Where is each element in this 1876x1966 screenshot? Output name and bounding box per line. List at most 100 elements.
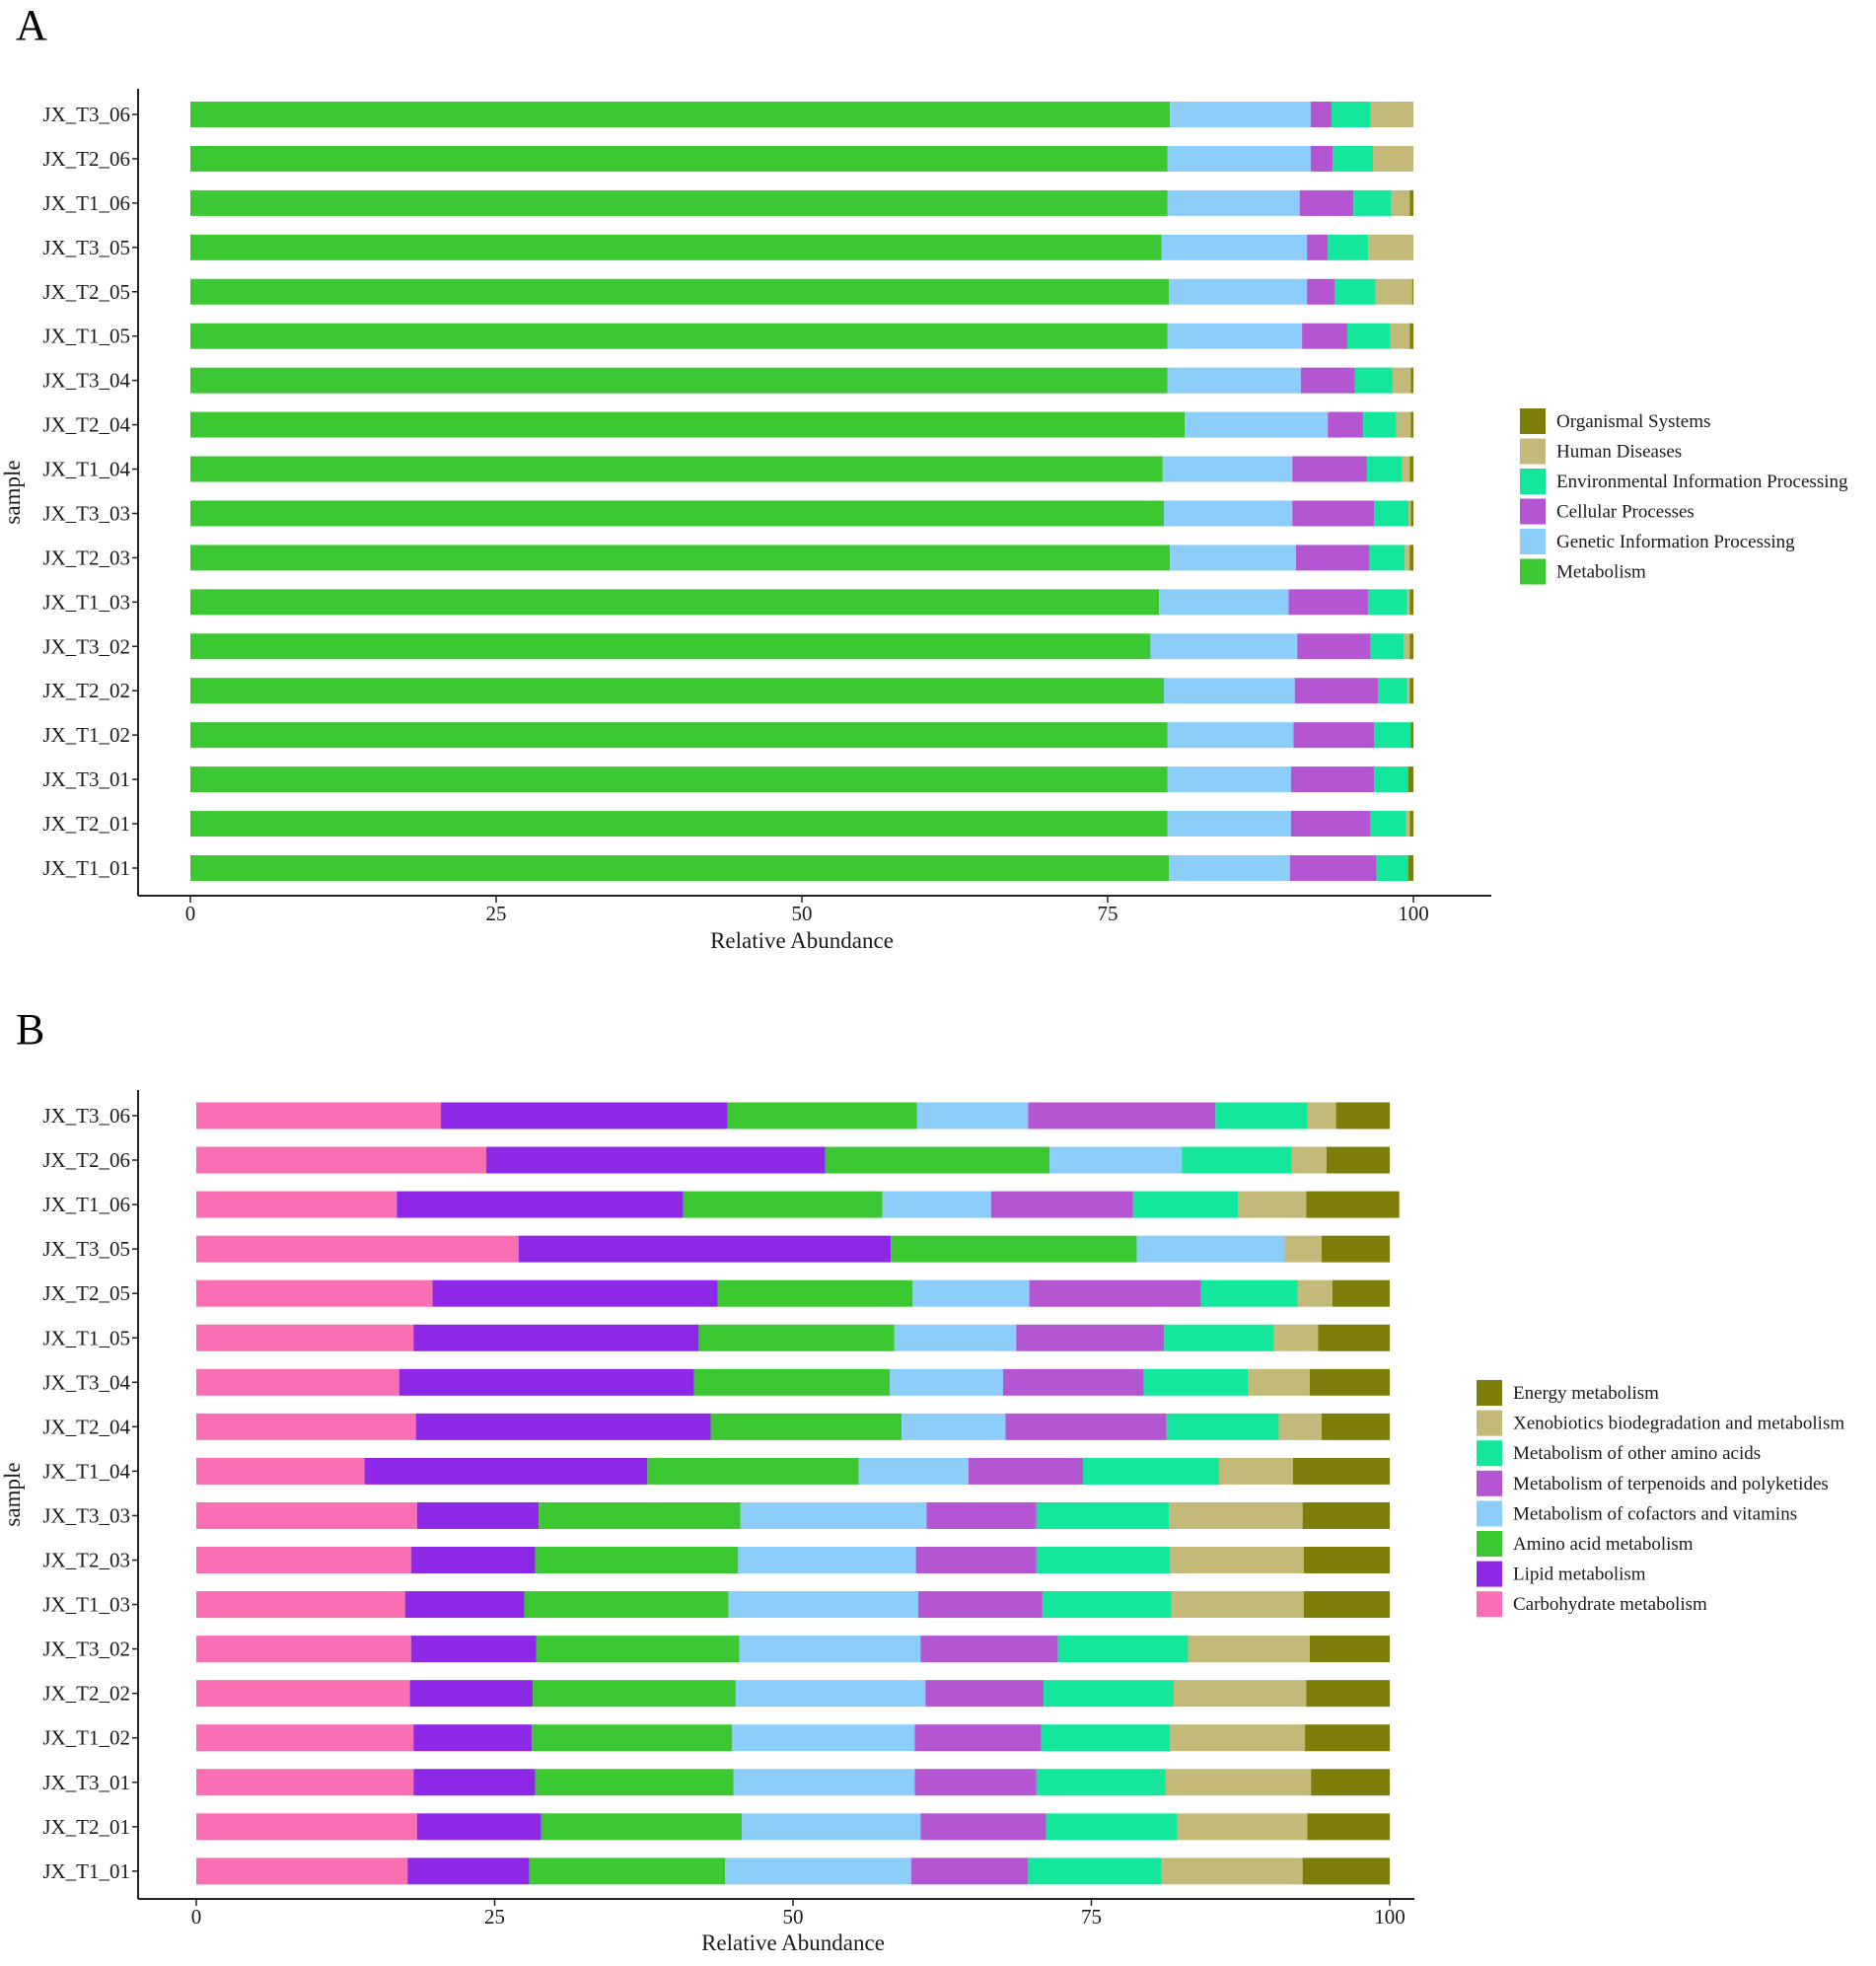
bar-segment-xenobiotics-biodegradation-and-metabolism: [1278, 1413, 1323, 1440]
legend-swatch: [1520, 529, 1546, 554]
legend-label: Cellular Processes: [1556, 502, 1695, 523]
bar-segment-metabolism: [190, 589, 1160, 616]
bar-segment-energy-metabolism: [1309, 1636, 1390, 1663]
y-axis-title: sample: [0, 460, 25, 524]
y-tick-label: JX_T2_02: [42, 679, 130, 702]
bar-segment-lipid-metabolism: [415, 1413, 711, 1440]
bar-segment-xenobiotics-biodegradation-and-metabolism: [1307, 1102, 1336, 1129]
bar-segment-energy-metabolism: [1292, 1457, 1390, 1485]
bar-segment-metabolism: [190, 411, 1186, 438]
legend-swatch: [1520, 408, 1546, 434]
bar-segment-environmental-information-processing: [1354, 367, 1393, 394]
bar-segment-carbohydrate-metabolism: [196, 1680, 410, 1708]
bar-segment-xenobiotics-biodegradation-and-metabolism: [1297, 1279, 1333, 1307]
y-tick-label: JX_T1_03: [42, 1593, 130, 1617]
bar-segment-cellular-processes: [1294, 678, 1379, 704]
bar-segment-metabolism-of-other-amino-acids: [1200, 1279, 1298, 1307]
bar-segment-metabolism-of-other-amino-acids: [1083, 1457, 1219, 1485]
bar-segment-metabolism-of-other-amino-acids: [1036, 1769, 1166, 1796]
bar-segment-energy-metabolism: [1305, 1724, 1390, 1752]
x-tick-label: 0: [191, 1905, 202, 1929]
legend-label: Metabolism of cofactors and vitamins: [1513, 1503, 1797, 1524]
bar-segment-lipid-metabolism: [407, 1857, 530, 1885]
bar-segment-carbohydrate-metabolism: [196, 1857, 408, 1885]
bar-segment-human-diseases: [1375, 278, 1412, 305]
bar-segment-environmental-information-processing: [1369, 545, 1406, 571]
bar-segment-metabolism-of-cofactors-and-vitamins: [740, 1501, 927, 1529]
bar-segment-xenobiotics-biodegradation-and-metabolism: [1238, 1191, 1307, 1218]
bar-segment-cellular-processes: [1307, 278, 1335, 305]
bar-segment-carbohydrate-metabolism: [196, 1591, 405, 1619]
bar-segment-cellular-processes: [1292, 456, 1367, 482]
y-tick-label: JX_T2_06: [42, 1148, 130, 1172]
bar-segment-genetic-information-processing: [1164, 678, 1295, 704]
y-tick-label: JX_T1_03: [42, 590, 130, 614]
bar-segment-human-diseases: [1408, 500, 1411, 527]
bar-segment-lipid-metabolism: [441, 1102, 728, 1129]
bar-segment-human-diseases: [1391, 189, 1410, 216]
legend-swatch: [1477, 1531, 1502, 1557]
bar-segment-metabolism: [190, 323, 1168, 349]
bar-segment-cellular-processes: [1300, 367, 1355, 394]
bar-segment-human-diseases: [1404, 633, 1410, 660]
bar-segment-environmental-information-processing: [1331, 102, 1371, 127]
bar-segment-metabolism-of-terpenoids-and-polyketides: [914, 1724, 1042, 1752]
bar-segment-metabolism-of-terpenoids-and-polyketides: [968, 1457, 1084, 1485]
bar-segment-metabolism-of-terpenoids-and-polyketides: [1002, 1368, 1144, 1396]
bar-segment-organismal-systems: [1409, 589, 1413, 616]
y-tick-label: JX_T3_05: [42, 1237, 130, 1261]
bar-segment-metabolism-of-other-amino-acids: [1182, 1146, 1292, 1174]
bar-segment-organismal-systems: [1410, 500, 1413, 527]
bar-segment-organismal-systems: [1409, 189, 1413, 216]
bar-segment-metabolism-of-cofactors-and-vitamins: [1049, 1146, 1183, 1174]
bar-segment-energy-metabolism: [1332, 1279, 1390, 1307]
legend-label: Environmental Information Processing: [1556, 472, 1848, 492]
legend-label: Metabolism: [1556, 562, 1646, 583]
bar-segment-organismal-systems: [1410, 411, 1413, 438]
bar-segment-energy-metabolism: [1326, 1146, 1390, 1174]
bar-segment-xenobiotics-biodegradation-and-metabolism: [1170, 1724, 1306, 1752]
bar-segment-metabolism: [190, 189, 1168, 216]
bar-segment-environmental-information-processing: [1378, 678, 1407, 704]
bar-segment-environmental-information-processing: [1333, 145, 1374, 172]
bar-segment-metabolism-of-cofactors-and-vitamins: [912, 1279, 1030, 1307]
bar-segment-metabolism-of-terpenoids-and-polyketides: [1029, 1279, 1201, 1307]
bar-segment-energy-metabolism: [1302, 1501, 1390, 1529]
x-tick-label: 50: [792, 902, 813, 925]
bar-segment-metabolism-of-cofactors-and-vitamins: [739, 1636, 921, 1663]
bar-segment-carbohydrate-metabolism: [196, 1724, 414, 1752]
bar-segment-amino-acid-metabolism: [727, 1102, 917, 1129]
bar-segment-carbohydrate-metabolism: [196, 1279, 433, 1307]
legend-label: Organismal Systems: [1556, 411, 1710, 432]
bar-segment-energy-metabolism: [1306, 1680, 1390, 1708]
bar-segment-metabolism-of-terpenoids-and-polyketides: [910, 1857, 1029, 1885]
bar-segment-energy-metabolism: [1311, 1769, 1390, 1796]
legend-swatch: [1477, 1410, 1502, 1436]
bar-segment-metabolism-of-cofactors-and-vitamins: [902, 1413, 1006, 1440]
y-tick-label: JX_T2_06: [42, 147, 130, 171]
bar-segment-genetic-information-processing: [1162, 456, 1293, 482]
bar-segment-amino-acid-metabolism: [693, 1368, 891, 1396]
legend-swatch: [1477, 1380, 1502, 1406]
bar-segment-carbohydrate-metabolism: [196, 1769, 414, 1796]
bar-segment-environmental-information-processing: [1374, 722, 1411, 749]
bar-segment-genetic-information-processing: [1170, 545, 1296, 571]
bar-segment-metabolism: [190, 102, 1171, 127]
legend-swatch: [1520, 498, 1546, 525]
bar-segment-metabolism-of-cofactors-and-vitamins: [1136, 1235, 1285, 1263]
bar-segment-xenobiotics-biodegradation-and-metabolism: [1170, 1547, 1304, 1573]
y-tick-label: JX_T2_05: [42, 280, 130, 304]
legend-label: Amino acid metabolism: [1513, 1534, 1694, 1555]
bar-segment-metabolism-of-cofactors-and-vitamins: [735, 1680, 926, 1708]
legend-swatch: [1477, 1440, 1502, 1467]
bar-segment-environmental-information-processing: [1363, 411, 1397, 438]
legend-swatch: [1520, 438, 1546, 465]
bar-segment-organismal-systems: [1411, 278, 1413, 305]
y-tick-label: JX_T1_04: [42, 458, 130, 481]
bar-segment-genetic-information-processing: [1167, 766, 1291, 793]
bar-segment-metabolism-of-cofactors-and-vitamins: [741, 1813, 921, 1841]
bar-segment-genetic-information-processing: [1167, 189, 1300, 216]
bar-segment-cellular-processes: [1307, 234, 1329, 260]
bar-segment-genetic-information-processing: [1167, 811, 1291, 837]
bar-segment-cellular-processes: [1293, 722, 1375, 749]
